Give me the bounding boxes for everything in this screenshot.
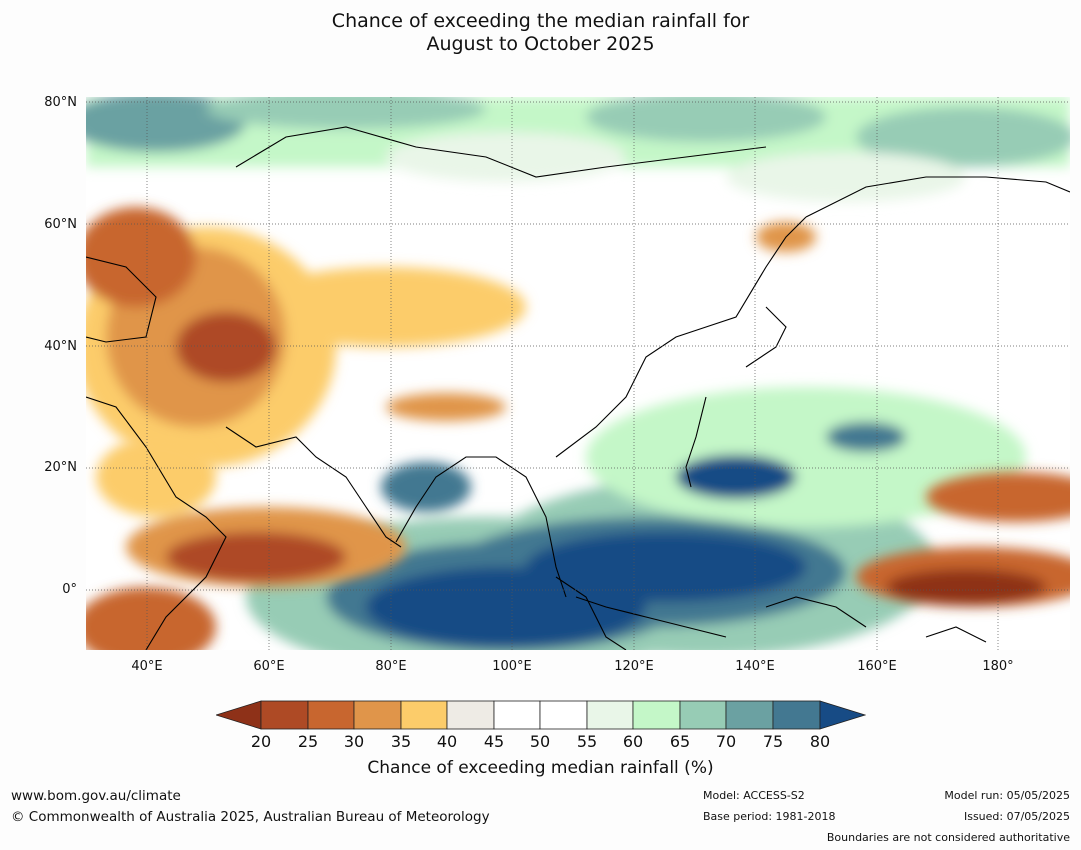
lat-label-80n: 80°N [44, 95, 77, 110]
map-title-line-2: August to October 2025 [426, 33, 655, 55]
dry-region-central-asia [86, 207, 526, 467]
colorbar-tick: 25 [297, 732, 319, 751]
colorbar-bin-75-80 [772, 700, 821, 730]
footer-issued: Issued: 07/05/2025 [963, 810, 1070, 823]
colorbar-tick: 55 [576, 732, 598, 751]
colorbar [216, 700, 866, 730]
lat-label-20n: 20°N [44, 460, 77, 475]
footer-model-run: Model run: 05/05/2025 [944, 789, 1070, 802]
footer-model: Model: ACCESS-S2 [703, 789, 805, 802]
colorbar-tick: 35 [390, 732, 412, 751]
colorbar-tick: 80 [809, 732, 831, 751]
lat-label-60n: 60°N [44, 217, 77, 232]
lon-label-40e: 40°E [131, 659, 163, 674]
colorbar-tick: 20 [250, 732, 272, 751]
map-title-line-1: Chance of exceeding the median rainfall … [331, 10, 750, 32]
colorbar-bin-20-25 [260, 700, 309, 730]
colorbar-tick: 50 [529, 732, 551, 751]
colorbar-label: Chance of exceeding median rainfall (%) [367, 758, 714, 778]
graticule [86, 97, 1070, 650]
colorbar-bin-45-50 [493, 700, 541, 730]
footer-url: www.bom.gov.au/climate [11, 788, 181, 804]
wet-region-north [86, 97, 1070, 202]
colorbar-bin-35-40 [400, 700, 448, 730]
colorbar-tick: 30 [343, 732, 365, 751]
lon-label-120e: 120°E [614, 659, 654, 674]
colorbar-tick: 40 [436, 732, 458, 751]
colorbar-bin-60-65 [632, 700, 681, 730]
lat-label-40n: 40°N [44, 339, 77, 354]
colorbar-bin-70-75 [725, 700, 774, 730]
dry-region-africa [86, 437, 406, 650]
colorbar-bin-50-55 [539, 700, 588, 730]
colorbar-tick: 45 [483, 732, 505, 751]
dry-region-pacific [756, 222, 1070, 607]
rainfall-map-svg [86, 97, 1070, 650]
lon-label-60e: 60°E [253, 659, 285, 674]
footer-copyright: © Commonwealth of Australia 2025, Austra… [11, 809, 490, 825]
colorbar-tick: 60 [622, 732, 644, 751]
footer-disclaimer: Boundaries are not considered authoritat… [826, 831, 1070, 844]
lon-label-140e: 140°E [735, 659, 775, 674]
colorbar-tick: 65 [669, 732, 691, 751]
footer-base-period: Base period: 1981-2018 [703, 810, 836, 823]
colorbar-tick: 70 [715, 732, 737, 751]
coastlines [86, 126, 1070, 650]
rainfall-outlook-map [86, 97, 1070, 650]
lon-label-100e: 100°E [492, 659, 532, 674]
lon-label-160e: 160°E [857, 659, 897, 674]
lon-label-80e: 80°E [375, 659, 407, 674]
colorbar-bin-30-35 [353, 700, 402, 730]
colorbar-bin-40-45 [446, 700, 495, 730]
colorbar-low-extend [216, 700, 262, 730]
lat-label-0: 0° [62, 582, 77, 597]
colorbar-bin-25-30 [307, 700, 355, 730]
colorbar-tick: 75 [762, 732, 784, 751]
lon-label-180: 180° [982, 659, 1014, 674]
colorbar-bin-65-70 [679, 700, 727, 730]
colorbar-bin-55-60 [586, 700, 634, 730]
colorbar-high-extend [819, 700, 866, 730]
